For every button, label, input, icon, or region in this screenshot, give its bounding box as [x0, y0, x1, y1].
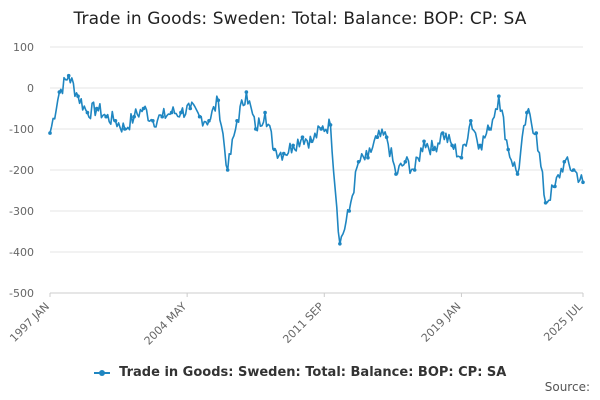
x-tick-label: 2011 SEP [280, 300, 326, 346]
x-tick-label: 2019 JAN [419, 300, 464, 345]
x-tick-label: 2004 MAY [142, 300, 190, 348]
data-point[interactable] [48, 131, 52, 135]
data-point[interactable] [534, 131, 539, 135]
data-point[interactable] [384, 135, 389, 139]
y-tick-label: -300 [9, 205, 34, 218]
data-point[interactable] [291, 143, 295, 148]
data-point[interactable] [553, 184, 557, 189]
data-point[interactable] [76, 94, 80, 98]
data-point[interactable] [207, 119, 211, 123]
data-point[interactable] [300, 135, 305, 139]
data-point[interactable] [571, 168, 576, 172]
y-tick-label: -200 [9, 164, 34, 177]
data-point[interactable] [113, 119, 118, 123]
y-tick-label: 100 [13, 41, 34, 54]
grid-layer [50, 46, 583, 294]
data-point[interactable] [543, 201, 548, 205]
series-line [49, 74, 584, 245]
data-point[interactable] [179, 110, 183, 115]
data-point[interactable] [281, 151, 286, 156]
legend-swatch [93, 368, 110, 378]
y-tick-label: -100 [9, 123, 34, 136]
data-point[interactable] [253, 127, 258, 131]
x-tick-label: 2025 JUL [541, 299, 585, 343]
data-point[interactable] [272, 147, 277, 152]
data-point[interactable] [562, 160, 567, 164]
data-point[interactable] [403, 160, 408, 164]
legend-label: Trade in Goods: Sweden: Total: Balance: … [119, 365, 507, 380]
data-point[interactable] [459, 155, 464, 160]
data-point[interactable] [104, 114, 108, 119]
data-point[interactable] [57, 90, 62, 94]
data-point[interactable] [328, 123, 333, 127]
data-point[interactable] [347, 209, 352, 213]
x-tick-label: 1997 JAN [7, 300, 52, 345]
data-point[interactable] [66, 73, 71, 78]
data-point[interactable] [431, 147, 436, 152]
data-point[interactable] [169, 110, 174, 115]
data-point[interactable] [478, 143, 482, 148]
y-axis-ticks: 100 0 -100 -200 -300 -400 -500 [9, 41, 34, 300]
data-point[interactable] [310, 139, 314, 144]
data-point[interactable] [188, 106, 193, 111]
data-point[interactable] [422, 139, 426, 144]
data-point[interactable] [338, 242, 342, 246]
x-axis-ticks: 1997 JAN 2004 MAY 2011 SEP 2019 JAN 2025 JUL [7, 293, 586, 348]
data-point[interactable] [244, 90, 249, 94]
data-point[interactable] [123, 127, 127, 131]
data-point[interactable] [366, 155, 370, 160]
data-point[interactable] [356, 160, 361, 164]
chart-title: Trade in Goods: Sweden: Total: Balance: … [73, 9, 527, 29]
data-point[interactable] [151, 119, 155, 123]
legend[interactable]: Trade in Goods: Sweden: Total: Balance: … [0, 365, 600, 380]
data-point[interactable] [412, 168, 417, 172]
data-point[interactable] [581, 180, 585, 185]
data-point[interactable] [132, 114, 136, 119]
data-point[interactable] [497, 94, 501, 98]
data-point[interactable] [394, 172, 398, 176]
data-point[interactable] [263, 110, 267, 115]
data-point[interactable] [375, 135, 380, 139]
data-point[interactable] [487, 127, 492, 131]
data-point[interactable] [225, 168, 230, 172]
series-layer [48, 73, 585, 246]
data-point[interactable] [506, 147, 510, 152]
data-point[interactable] [440, 131, 445, 135]
data-point[interactable] [94, 106, 99, 111]
data-point[interactable] [85, 110, 90, 115]
data-point[interactable] [216, 98, 221, 103]
data-point[interactable] [468, 119, 473, 123]
data-point[interactable] [235, 119, 239, 123]
y-tick-label: -500 [9, 287, 34, 300]
data-point[interactable] [160, 114, 165, 119]
data-point[interactable] [141, 106, 146, 111]
data-point[interactable] [197, 114, 202, 119]
data-point[interactable] [450, 143, 454, 148]
y-tick-label: -400 [9, 246, 34, 259]
data-point[interactable] [525, 110, 529, 115]
data-point[interactable] [319, 127, 323, 131]
data-point[interactable] [515, 172, 520, 176]
source-label: Source: [544, 380, 590, 394]
y-tick-label: 0 [27, 82, 34, 95]
